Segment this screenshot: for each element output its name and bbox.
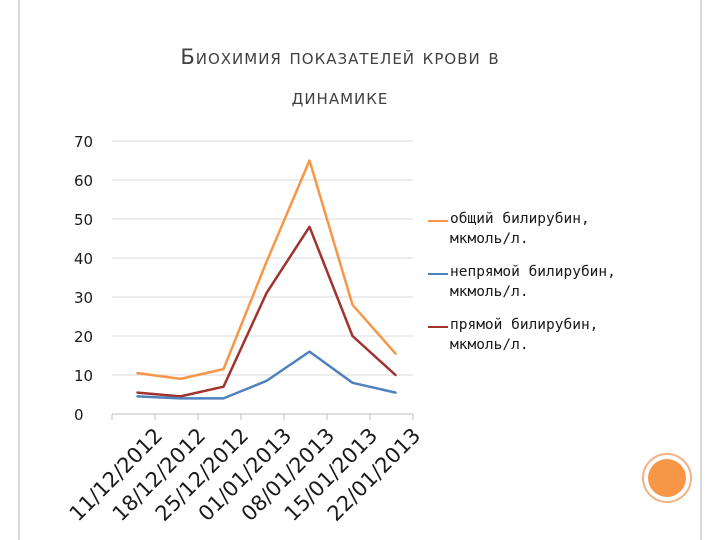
frame-left-line <box>18 0 20 540</box>
legend-label-direct: прямой билирубин, мкмоль/л. <box>450 317 599 353</box>
y-tick-label: 50 <box>74 211 93 229</box>
legend: общий билирубин, мкмоль/л. непрямой били… <box>428 210 628 369</box>
grid-layer <box>112 140 413 376</box>
slide-title: Биохимия показателей крови в динамике <box>60 38 620 118</box>
axis-layer: 01020304050607011/12/201218/12/201225/12… <box>65 133 426 526</box>
y-tick-label: 70 <box>74 133 93 151</box>
y-tick-label: 20 <box>74 328 93 346</box>
y-tick-label: 30 <box>74 289 93 307</box>
orange-circle-decoration <box>642 453 692 503</box>
legend-label-total: общий билирубин, мкмоль/л. <box>450 211 590 247</box>
legend-item-direct: прямой билирубин, мкмоль/л. <box>428 316 628 355</box>
legend-item-indirect: непрямой билирубин, мкмоль/л. <box>428 263 628 302</box>
frame-right-line <box>700 0 702 540</box>
legend-item-total: общий билирубин, мкмоль/л. <box>428 210 628 249</box>
legend-label-indirect: непрямой билирубин, мкмоль/л. <box>450 264 616 300</box>
series-layer <box>136 159 397 400</box>
series-line-direct <box>136 225 397 398</box>
series-line-total <box>136 159 397 381</box>
slide-title-line-1: Биохимия показателей крови в <box>180 45 500 69</box>
slide-title-line-2: динамике <box>291 84 389 109</box>
legend-swatch-indirect <box>428 273 448 276</box>
y-tick-label: 40 <box>74 250 93 268</box>
legend-swatch-total <box>428 220 448 222</box>
y-tick-label: 10 <box>74 367 93 385</box>
series-line-indirect <box>136 350 397 400</box>
legend-swatch-direct <box>428 326 448 329</box>
y-tick-label: 60 <box>74 172 93 190</box>
y-tick-label: 0 <box>74 406 84 424</box>
